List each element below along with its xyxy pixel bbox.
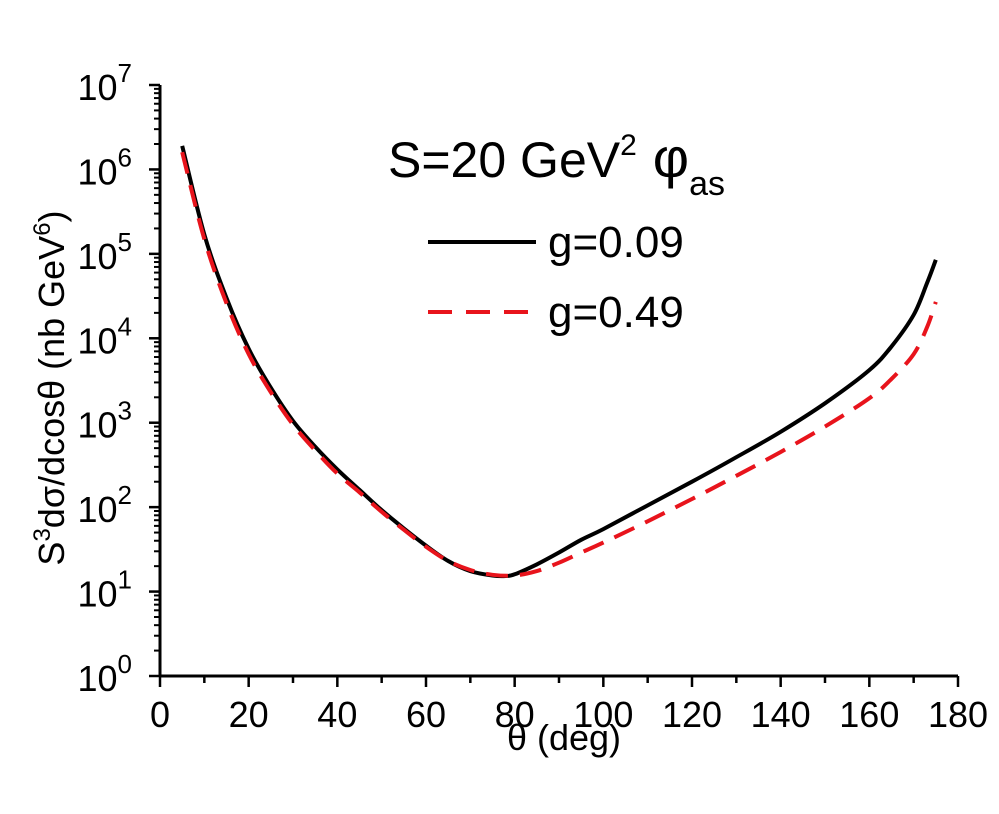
x-tick-label: 100 bbox=[573, 694, 633, 735]
tick-labels: 0 20 40 60 80 100 120 140 160 1801001011021031041… bbox=[77, 58, 988, 735]
y-tick-base: 10 bbox=[77, 236, 117, 277]
y-tick-exponent: 1 bbox=[118, 565, 132, 595]
y-axis-title-c: ) bbox=[31, 210, 72, 222]
x-tick-label: 0 bbox=[150, 694, 170, 735]
legend: g=0.09 g=0.49 bbox=[428, 218, 684, 337]
series-line-1 bbox=[180, 151, 938, 578]
y-tick-exponent: 2 bbox=[118, 480, 132, 510]
y-axis-title-a: S bbox=[31, 542, 72, 566]
y-tick-label: 105 bbox=[77, 227, 132, 277]
y-tick-base: 10 bbox=[77, 151, 117, 192]
y-axis-title-a-sup: 3 bbox=[29, 528, 56, 541]
y-axis-title-b-sup: 6 bbox=[29, 222, 56, 235]
annotation-symbol-sub: as bbox=[689, 165, 725, 203]
y-tick-base: 10 bbox=[77, 405, 117, 446]
x-tick-label: 40 bbox=[317, 694, 357, 735]
x-tick-label: 60 bbox=[406, 694, 446, 735]
y-tick-label: 107 bbox=[77, 58, 132, 108]
y-tick-base: 10 bbox=[77, 489, 117, 530]
y-tick-base: 10 bbox=[77, 574, 117, 615]
x-tick-label: 140 bbox=[751, 694, 811, 735]
y-tick-base: 10 bbox=[77, 320, 117, 361]
y-tick-exponent: 5 bbox=[118, 227, 132, 257]
y-tick-label: 102 bbox=[77, 480, 132, 530]
legend-label-1: g=0.49 bbox=[548, 288, 684, 337]
y-tick-exponent: 6 bbox=[118, 142, 132, 172]
x-tick-label: 180 bbox=[928, 694, 988, 735]
y-axis-title: S3dσ/dcosθ (nb GeV6) bbox=[29, 210, 72, 565]
annotation-prefix: S=20 GeV bbox=[388, 132, 621, 188]
y-tick-label: 101 bbox=[77, 565, 132, 615]
x-tick-label: 20 bbox=[229, 694, 269, 735]
y-tick-exponent: 3 bbox=[118, 396, 132, 426]
y-tick-label: 106 bbox=[77, 142, 132, 192]
y-tick-label: 104 bbox=[77, 311, 132, 361]
y-tick-base: 10 bbox=[77, 658, 117, 699]
x-tick-label: 80 bbox=[495, 694, 535, 735]
y-tick-exponent: 7 bbox=[118, 58, 132, 88]
y-tick-label: 103 bbox=[77, 396, 132, 446]
annotation-prefix-sup: 2 bbox=[620, 129, 637, 162]
series-lines bbox=[180, 145, 938, 579]
series-line-0 bbox=[180, 145, 938, 579]
x-tick-label: 160 bbox=[839, 694, 899, 735]
y-tick-exponent: 0 bbox=[118, 649, 132, 679]
y-tick-exponent: 4 bbox=[118, 311, 132, 341]
annotation: S=20 GeV2 φas bbox=[388, 126, 725, 203]
y-axis-title-b: dσ/dcosθ (nb GeV bbox=[31, 236, 72, 528]
legend-label-0: g=0.09 bbox=[548, 218, 684, 267]
tick-marks bbox=[149, 83, 960, 687]
x-axis-title: θ (deg) bbox=[507, 717, 621, 758]
y-tick-label: 100 bbox=[77, 649, 132, 699]
annotation-symbol: φ bbox=[653, 126, 689, 189]
x-tick-label: 120 bbox=[662, 694, 722, 735]
y-tick-base: 10 bbox=[77, 67, 117, 108]
